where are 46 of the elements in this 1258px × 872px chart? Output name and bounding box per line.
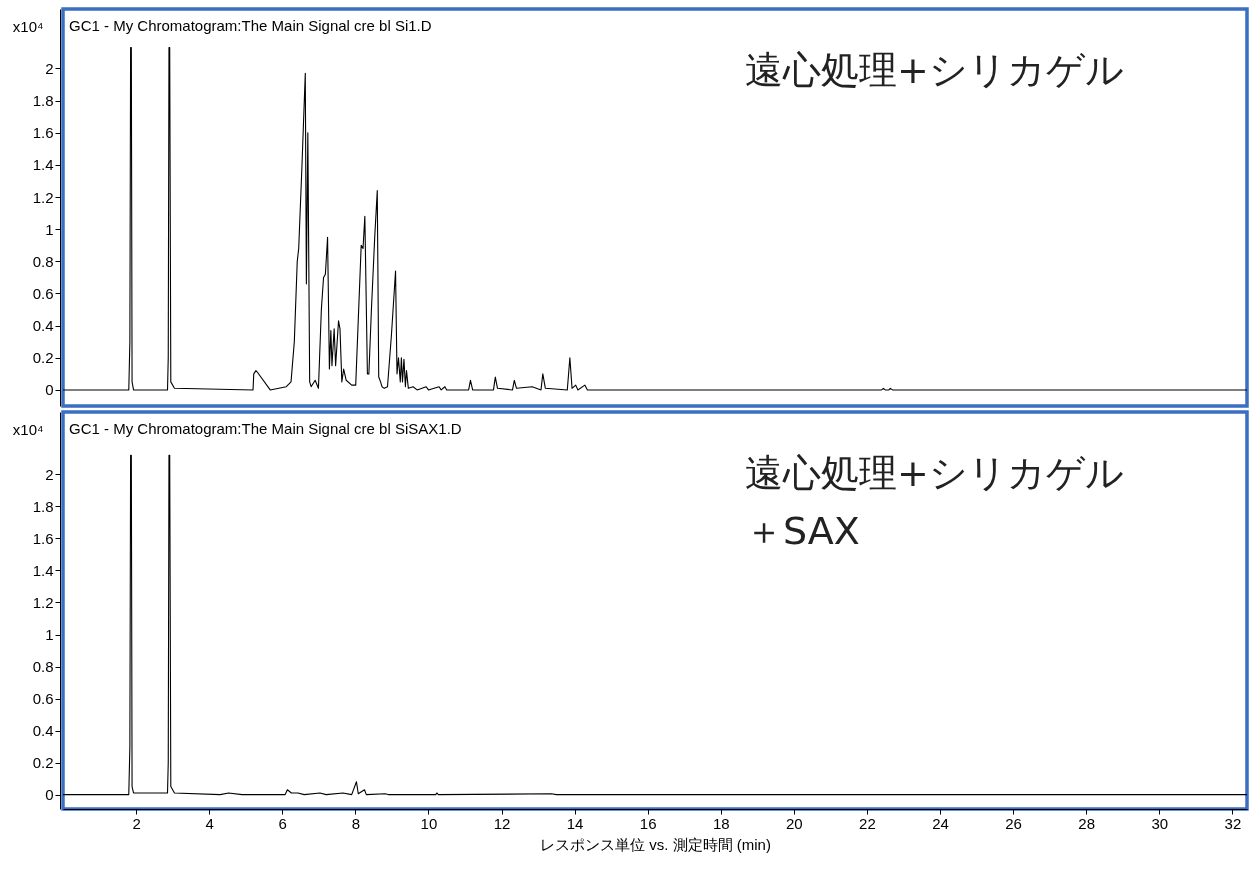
x-tick-label: 18: [712, 814, 730, 832]
y-tick-label: 0.8: [32, 658, 54, 676]
y-tick-label: 1.2: [32, 188, 54, 206]
y-tick-label: 2: [45, 465, 54, 483]
y-tick-label: 1.6: [32, 124, 54, 142]
text: GC1 - My Chromatogram:The Main Signal cre bl SiSAX1.D: [69, 420, 462, 437]
y-tick-label: 1.8: [32, 497, 54, 515]
y-tick-label: 1: [45, 220, 54, 238]
x-tick-label: 2: [132, 814, 141, 832]
y-tick-label: 1.2: [32, 594, 54, 611]
y-tick-label: 0: [45, 381, 54, 399]
x-tick-label: 12: [493, 814, 511, 832]
x-tick-label: 32: [1224, 814, 1242, 832]
x-tick-label: 14: [566, 814, 584, 832]
annotation: ＋SAX: [745, 509, 860, 553]
y-tick-label: 0.4: [32, 722, 54, 740]
y-axis-title: x10⁴: [12, 420, 44, 438]
x-tick-label: 6: [278, 814, 287, 832]
x-axis-title: レスポンス単位 vs. 測定時間 (min): [540, 835, 771, 853]
y-tick-label: 1.8: [32, 92, 54, 110]
y-axis-title: x10⁴: [12, 17, 44, 35]
y-tick-label: 2: [45, 59, 54, 77]
y-tick-label: 0.6: [32, 690, 54, 708]
x-tick-label: 28: [1078, 814, 1096, 832]
x-tick-label: 20: [786, 814, 803, 832]
y-tick-label: 1.4: [32, 156, 54, 174]
annotation: 遠心処理+シリカゲル: [745, 451, 1124, 495]
x-tick-label: 22: [859, 814, 876, 832]
x-tick-label: 26: [1005, 814, 1022, 832]
y-tick-label: 0.4: [32, 317, 54, 335]
x-tick-label: 24: [932, 814, 949, 832]
y-tick-label: 0.2: [32, 349, 54, 367]
text: GC1 - My Chromatogram:The Main Signal cre bl Si1.D: [69, 17, 432, 34]
annotation: 遠心処理+シリカゲル: [745, 48, 1124, 92]
y-tick-label: 0.2: [32, 754, 54, 772]
x-tick-label: 16: [639, 814, 657, 832]
x-tick-label: 10: [420, 814, 438, 832]
y-tick-label: 0.6: [32, 284, 54, 302]
y-tick-label: 0.8: [32, 252, 54, 270]
y-tick-label: 1.4: [32, 561, 54, 579]
y-tick-label: 0: [45, 786, 54, 804]
y-tick-label: 1: [45, 626, 54, 644]
x-tick-label: 30: [1151, 814, 1169, 832]
x-tick-label: 8: [351, 814, 361, 832]
x-tick-label: 4: [205, 814, 214, 832]
y-tick-label: 1.6: [32, 529, 54, 547]
